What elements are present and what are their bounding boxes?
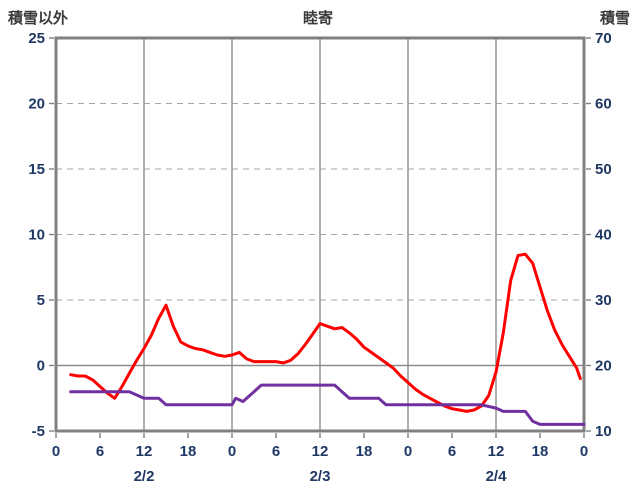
x-tick-label: 18 [180, 443, 197, 460]
left-tick-label: 25 [28, 30, 45, 47]
x-tick-label: 6 [96, 443, 104, 460]
left-tick-label: -5 [32, 423, 45, 440]
plot-frame [54, 36, 586, 433]
chart-title: 睦寄 [302, 10, 333, 27]
x-tick-label: 18 [356, 443, 373, 460]
right-tick-label: 50 [595, 161, 612, 178]
x-tick-label: 6 [272, 443, 280, 460]
date-label: 2/4 [486, 468, 508, 485]
right-tick-label: 70 [595, 30, 612, 47]
left-tick-label: 20 [28, 96, 45, 113]
left-tick-label: 15 [28, 161, 45, 178]
right-axis-title: 積雪 [599, 10, 630, 27]
left-tick-label: 10 [28, 227, 45, 244]
left-tick-label: 0 [37, 358, 45, 375]
right-tick-label: 10 [595, 423, 612, 440]
x-tick-label: 0 [228, 443, 236, 460]
right-tick-label: 60 [595, 96, 612, 113]
left-axis-title: 積雪以外 [8, 10, 69, 27]
date-label: 2/3 [310, 468, 331, 485]
right-tick-label: 40 [595, 227, 612, 244]
x-tick-label: 0 [52, 443, 60, 460]
x-tick-label: 0 [580, 443, 588, 460]
x-tick-label: 0 [404, 443, 412, 460]
x-tick-label: 12 [488, 443, 505, 460]
right-axis-series-line [69, 383, 586, 426]
x-tick-label: 6 [448, 443, 456, 460]
date-label: 2/2 [134, 468, 155, 485]
x-tick-label: 12 [312, 443, 329, 460]
x-tick-label: 18 [532, 443, 549, 460]
left-tick-label: 5 [37, 292, 45, 309]
right-tick-label: 20 [595, 358, 612, 375]
left-axis-series-line [69, 252, 582, 413]
right-tick-label: 30 [595, 292, 612, 309]
x-tick-label: 12 [136, 443, 153, 460]
